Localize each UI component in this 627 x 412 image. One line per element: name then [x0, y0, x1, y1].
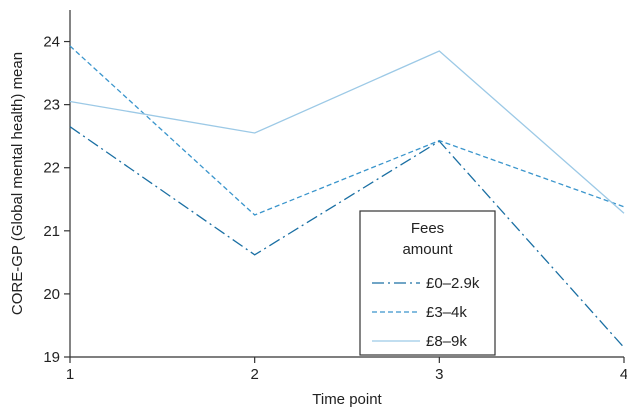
y-tick-label: 21: [43, 223, 60, 240]
series-line-2: [69, 45, 625, 216]
y-tick-label: 20: [43, 286, 60, 303]
legend-items: £0–2.9k £3–4k £8–9k: [372, 275, 480, 350]
y-tick-label: 22: [43, 160, 60, 177]
y-tick-label: 23: [43, 97, 60, 114]
y-tick-label: 19: [43, 349, 60, 366]
legend-title-line-1: Fees: [411, 220, 444, 237]
series-line-1: [69, 126, 625, 348]
x-tick-label: 2: [250, 366, 258, 383]
legend-label-2: £3–4k: [426, 304, 467, 321]
legend-label-3: £8–9k: [426, 333, 467, 350]
x-tick-label: 1: [66, 366, 74, 383]
series-line-3: [69, 50, 625, 214]
y-axis-label: CORE-GP (Global mental health) mean: [9, 52, 26, 315]
x-tick-label: 4: [620, 366, 627, 383]
legend-label-1: £0–2.9k: [426, 275, 480, 292]
legend-title-line-2: amount: [402, 241, 453, 258]
axes: [69, 10, 624, 358]
x-axis-label: Time point: [312, 391, 382, 408]
x-tick-label: 3: [435, 366, 443, 383]
series-lines: [69, 45, 625, 348]
y-tick-label: 24: [43, 34, 60, 51]
legend: Fees amount £0–2.9k £3–4k £8–9k: [359, 210, 496, 356]
